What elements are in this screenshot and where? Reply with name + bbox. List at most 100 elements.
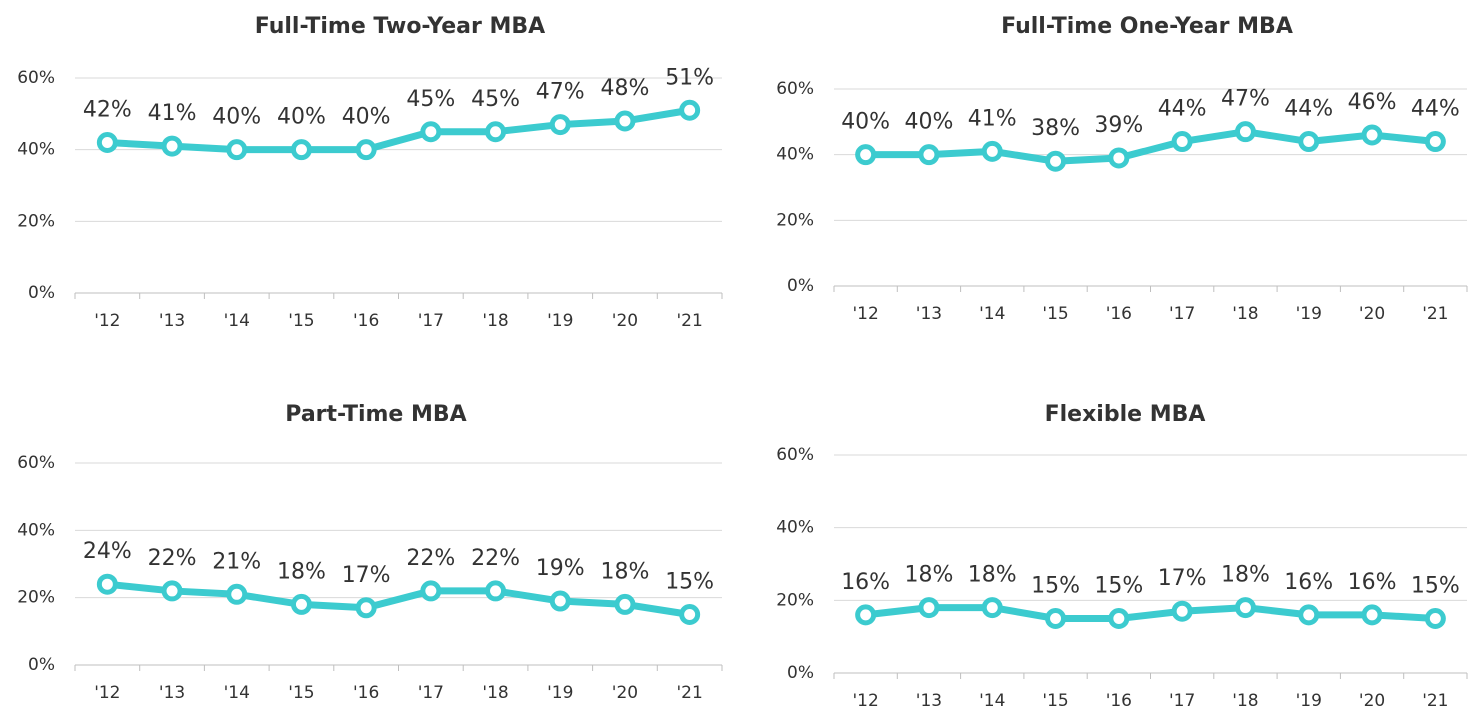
x-tick-label: '17 (418, 311, 444, 331)
value-label: 17% (342, 563, 391, 588)
value-label: 15% (1411, 574, 1460, 599)
x-tick-label: '17 (1169, 304, 1195, 324)
value-label: 15% (1031, 574, 1080, 599)
point (1171, 131, 1193, 153)
value-label: 40% (342, 105, 391, 130)
y-tick-label: 40% (17, 520, 55, 540)
point (1424, 608, 1446, 629)
value-label: 39% (1094, 113, 1143, 138)
point (918, 144, 940, 166)
chart-title: Flexible MBA (1045, 402, 1206, 427)
chart-title: Part-Time MBA (285, 402, 466, 427)
line (865, 128, 1436, 165)
x-tick-label: '19 (547, 683, 573, 703)
x-tick-label: '18 (1232, 304, 1258, 324)
point (1234, 597, 1256, 619)
value-label: 22% (406, 546, 455, 571)
chart-title: Full-Time Two-Year MBA (255, 14, 545, 39)
x-tick-label: '15 (288, 683, 314, 703)
x-tick-label: '14 (224, 683, 250, 703)
point (1361, 124, 1383, 146)
x-tick-label: '13 (159, 683, 185, 703)
value-label: 44% (1411, 97, 1460, 122)
point (485, 121, 507, 143)
point (290, 593, 312, 615)
x-tick-label: '12 (94, 683, 120, 703)
x-tick-label: '12 (852, 691, 878, 711)
x-tick-label: '12 (94, 311, 120, 331)
value-label: 16% (841, 570, 890, 595)
line (107, 106, 691, 154)
point (918, 597, 940, 619)
point (1108, 147, 1130, 169)
point (355, 597, 377, 619)
y-tick-label: 0% (787, 663, 814, 683)
point (614, 593, 636, 615)
x-tick-label: '18 (1232, 691, 1258, 711)
x-tick-label: '15 (288, 311, 314, 331)
x-tick-label: '15 (1042, 304, 1068, 324)
x-tick-label: '19 (1296, 304, 1322, 324)
x-tick-label: '16 (353, 683, 379, 703)
value-label: 16% (1348, 570, 1397, 595)
point (1298, 604, 1320, 626)
point (96, 573, 118, 595)
line (865, 604, 1436, 622)
value-label: 45% (406, 87, 455, 112)
y-tick-label: 60% (776, 445, 814, 465)
point (161, 580, 183, 602)
value-label: 18% (600, 559, 649, 584)
x-tick-label: '18 (482, 683, 508, 703)
y-tick-label: 40% (17, 140, 55, 160)
point (614, 110, 636, 132)
x-tick-label: '14 (224, 311, 250, 331)
point (1108, 608, 1130, 629)
x-tick-label: '20 (612, 683, 638, 703)
value-label: 19% (536, 556, 585, 581)
x-tick-label: '21 (676, 683, 702, 703)
value-label: 15% (1094, 574, 1143, 599)
value-label: 17% (1158, 566, 1207, 591)
line (106, 580, 691, 618)
x-tick-label: '16 (353, 311, 379, 331)
x-tick-label: '19 (1296, 691, 1322, 711)
point (1171, 600, 1193, 622)
value-label: 40% (841, 110, 890, 135)
value-label: 40% (212, 105, 261, 130)
x-tick-label: '12 (852, 304, 878, 324)
value-label: 38% (1031, 116, 1080, 141)
point (226, 139, 248, 161)
x-tick-label: '21 (1422, 304, 1448, 324)
point (355, 139, 377, 161)
value-label: 21% (212, 549, 261, 574)
point (420, 580, 442, 602)
point (1045, 608, 1067, 629)
value-label: 41% (968, 106, 1017, 131)
x-tick-label: '21 (1422, 691, 1448, 711)
x-tick-label: '17 (418, 683, 444, 703)
y-tick-label: 20% (17, 211, 55, 231)
value-label: 16% (1284, 570, 1333, 595)
point (855, 604, 877, 626)
value-label: 40% (904, 110, 953, 135)
point (679, 604, 701, 625)
point (290, 139, 312, 161)
value-label: 18% (968, 563, 1017, 588)
point (1298, 131, 1320, 153)
y-tick-label: 40% (776, 518, 814, 538)
x-tick-label: '21 (676, 311, 702, 331)
value-label: 22% (148, 546, 197, 571)
point (485, 580, 507, 602)
x-tick-label: '13 (916, 304, 942, 324)
y-tick-label: 60% (776, 79, 814, 99)
value-label: 18% (904, 563, 953, 588)
x-tick-label: '19 (547, 311, 573, 331)
point (161, 135, 183, 157)
point (679, 99, 701, 121)
x-tick-label: '15 (1042, 691, 1068, 711)
value-label: 47% (536, 80, 585, 105)
y-tick-label: 60% (17, 68, 55, 88)
value-label: 22% (471, 546, 520, 571)
x-tick-label: '16 (1106, 691, 1132, 711)
value-label: 44% (1284, 97, 1333, 122)
